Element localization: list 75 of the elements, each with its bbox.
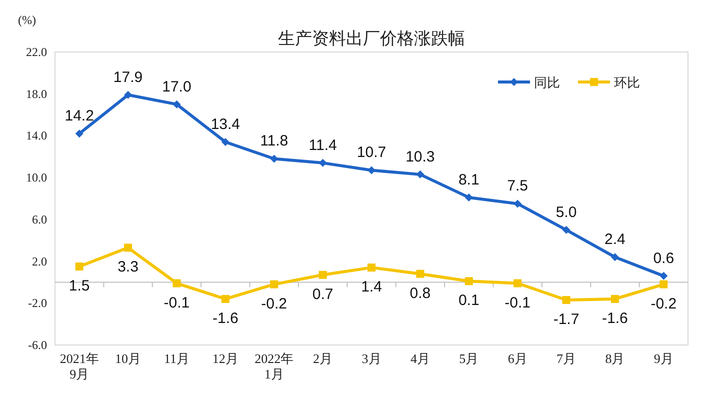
data-label: -0.2 [261,295,288,312]
x-tick-label: 11月 [164,351,190,366]
y-tick-label: 22.0 [26,45,47,59]
data-label: 13.4 [210,116,240,133]
data-label: 2.4 [604,231,626,248]
point [124,244,132,252]
data-label: 0.7 [312,286,334,303]
point [124,90,132,99]
point [172,100,181,108]
x-tick-label: 3月 [362,351,382,366]
point [416,170,424,178]
x-tick-label: 6月 [508,351,528,366]
point [464,277,473,286]
point [270,280,278,288]
y-tick-label: 14.0 [26,128,47,143]
data-label: -1.7 [553,311,580,328]
y-tick-label: -2.0 [28,296,47,310]
point [368,264,376,272]
data-label: 10.3 [406,148,435,166]
data-label: 10.7 [356,144,386,162]
x-tick-label: 4月 [410,351,430,366]
x-tick-label: 10月 [115,351,142,366]
legend-label: 同比 [534,75,560,90]
data-label: 11.8 [260,132,288,150]
point [514,200,522,208]
data-label: 0.6 [653,250,674,267]
point [221,138,230,146]
chart-title: 生产资料出厂价格涨跌幅 [278,29,465,48]
data-label: 7.5 [507,178,528,195]
point [318,270,327,279]
data-label: -1.6 [602,310,628,327]
y-tick-label: 10.0 [26,170,47,185]
data-label: 11.4 [308,136,337,154]
point [660,280,668,288]
legend-label: 环比 [614,75,640,90]
x-tick-label: 2月 [313,351,333,366]
point [610,253,619,262]
data-label: 14.2 [64,108,94,125]
x-tick-label: 5月 [459,351,479,366]
data-label: 17.9 [113,68,143,86]
data-label: 0.8 [410,284,431,302]
x-tick-label: 8月 [605,351,625,366]
data-label: 17.0 [162,78,192,96]
data-label: 8.1 [458,171,480,188]
y-tick-label: -6.0 [28,338,47,352]
point [660,272,668,280]
x-tick-label: 12月 [212,351,238,366]
point [75,130,84,138]
point [368,166,376,174]
data-label: 1.5 [68,278,90,295]
x-tick-label: 2021年 9月 [60,351,99,382]
data-label: 5.0 [556,204,577,221]
point [416,270,424,278]
point [562,226,570,234]
y-tick-label: 18.0 [26,86,47,101]
point [221,294,230,303]
point [172,279,181,288]
data-label: -0.1 [504,294,531,312]
y-axis-title: (%) [18,13,36,27]
y-tick-label: 2.0 [32,254,47,268]
data-label: -0.1 [164,294,190,312]
point [75,262,84,271]
data-label: 0.1 [458,292,480,310]
x-tick-label: 9月 [654,351,674,366]
x-tick-label: 2022年 1月 [254,351,294,382]
y-tick-label: 6.0 [32,212,47,226]
point [514,279,522,288]
data-label: -1.6 [212,310,238,327]
data-label: 3.3 [118,258,138,276]
data-label: -0.2 [650,295,677,312]
point [610,294,619,303]
point [464,193,473,202]
x-tick-label: 7月 [556,351,576,366]
data-label: 1.4 [361,278,382,296]
point [562,296,570,304]
